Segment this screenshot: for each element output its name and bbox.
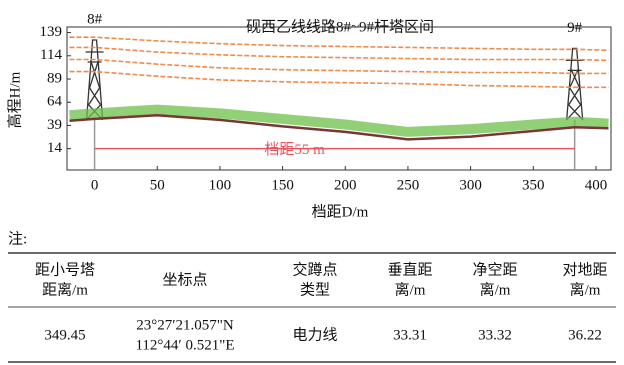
table-cell: 离/m xyxy=(570,281,601,298)
x-tick-label: 100 xyxy=(209,177,232,193)
x-axis-label: 档距D/m xyxy=(312,203,369,220)
span-label: 档距55 m xyxy=(264,141,325,158)
x-tick-label: 150 xyxy=(271,177,294,193)
y-tick-label: 64 xyxy=(47,94,63,110)
y-tick-label: 114 xyxy=(40,47,62,63)
table-cell: 距小号塔 xyxy=(35,261,95,278)
x-tick-label: 50 xyxy=(150,177,165,193)
x-tick-label: 400 xyxy=(585,177,608,193)
note: 注: xyxy=(8,230,27,247)
table-cell: 349.45 xyxy=(44,327,85,343)
x-tick-label: 300 xyxy=(459,177,482,193)
tower-label: 8# xyxy=(87,11,103,27)
table-cell: 对地距 xyxy=(562,261,607,278)
y-tick-label: 14 xyxy=(47,140,63,156)
table-cell: 类型 xyxy=(300,281,330,298)
table-cell: 离/m xyxy=(480,281,511,298)
x-tick-label: 200 xyxy=(334,177,357,193)
tower xyxy=(86,40,104,120)
table-cell: 33.32 xyxy=(478,327,512,343)
figure: 砚西乙线线路8#~9#杆塔区间 档距D/m 高程H/m 注: 050100150… xyxy=(0,0,624,365)
x-tick-label: 250 xyxy=(397,177,420,193)
table-cell: 112°44′ 0.521"E xyxy=(135,337,234,353)
y-tick-label: 39 xyxy=(47,117,62,133)
x-tick-label: 350 xyxy=(522,177,545,193)
y-axis-label: 高程H/m xyxy=(6,71,23,128)
table-cell: 坐标点 xyxy=(162,271,207,288)
table-cell: 23°27′21.057"N xyxy=(136,317,234,333)
tower-label: 9# xyxy=(567,20,583,36)
conductor xyxy=(70,60,609,74)
table-cell: 交蹲点 xyxy=(292,260,337,278)
table-cell: 距离/m xyxy=(42,281,88,298)
conductor xyxy=(70,37,609,50)
table-cell: 净空距 xyxy=(472,261,517,278)
table-cell: 离/m xyxy=(395,281,426,298)
table-cell: 电力线 xyxy=(292,326,337,343)
table-cell: 垂直距 xyxy=(387,261,432,278)
table-cell: 33.31 xyxy=(393,327,427,343)
y-tick-label: 139 xyxy=(40,24,63,40)
ground-cloud xyxy=(70,110,609,132)
y-tick-label: 89 xyxy=(47,70,62,86)
table-cell: 36.22 xyxy=(568,327,602,343)
conductor xyxy=(70,72,609,88)
x-tick-label: 0 xyxy=(91,177,99,193)
